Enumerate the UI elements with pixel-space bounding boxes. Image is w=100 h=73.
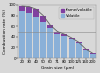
Bar (47, 28, 53, 58)
Bar (68, 39, 74, 58)
Bar (47, 25, 53, 28)
Bar (54, 34, 60, 58)
Bar (61, 34, 68, 36)
Bar (33, 17, 39, 58)
Bar (61, 36, 68, 58)
Bar (90, 53, 96, 54)
Y-axis label: Combustion rate (%): Combustion rate (%) (4, 9, 8, 54)
Bar (40, 16, 46, 22)
Bar (33, 9, 39, 17)
Bar (54, 32, 60, 34)
Bar (83, 50, 89, 58)
Bar (76, 42, 82, 43)
Bar (83, 49, 89, 50)
Bar (19, 6, 25, 11)
Bar (26, 7, 32, 13)
X-axis label: Grain size (µm): Grain size (µm) (41, 66, 74, 69)
Bar (19, 11, 25, 58)
Bar (26, 13, 32, 58)
Bar (76, 43, 82, 58)
Legend: flame/volatile, Volatile: flame/volatile, Volatile (59, 7, 94, 19)
Bar (90, 54, 96, 58)
Bar (40, 22, 46, 58)
Bar (68, 38, 74, 39)
